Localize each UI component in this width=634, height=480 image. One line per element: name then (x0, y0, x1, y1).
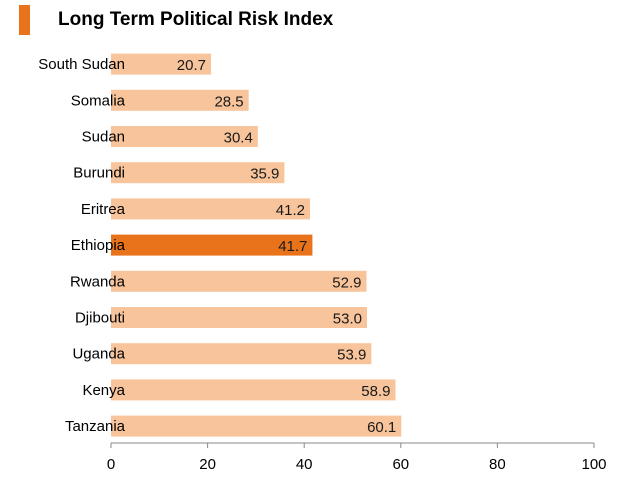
bar-somalia (111, 89, 249, 111)
bar-sudan (111, 126, 258, 147)
x-tick-label: 20 (199, 456, 216, 473)
value-label: 60.1 (367, 419, 396, 436)
value-label: 41.7 (278, 238, 307, 255)
bar-south-sudan (111, 53, 211, 75)
bar-uganda (111, 343, 372, 365)
bar-tanzania (111, 415, 402, 437)
x-tick-label: 60 (392, 456, 409, 473)
category-label: South Sudan (38, 56, 125, 73)
category-label: Kenya (82, 382, 125, 399)
chart-title: Long Term Political Risk Index (58, 9, 334, 30)
x-tick-label: 40 (296, 456, 313, 473)
category-label: Rwanda (70, 273, 126, 290)
category-label: Somalia (71, 92, 126, 109)
value-label: 41.2 (276, 202, 305, 219)
bar-eritrea (111, 198, 310, 220)
bar-rwanda (111, 270, 367, 292)
bar-djibouti (111, 307, 367, 328)
value-label: 30.4 (224, 130, 253, 147)
bar-kenya (111, 379, 396, 401)
category-label: Uganda (72, 346, 125, 363)
category-label: Burundi (73, 165, 125, 182)
category-label: Djibouti (75, 310, 125, 327)
category-label: Eritrea (81, 201, 126, 218)
x-tick-label: 80 (489, 456, 506, 473)
value-label: 52.9 (332, 274, 361, 291)
category-label: Tanzania (65, 418, 126, 435)
category-label: Ethiopia (71, 237, 126, 254)
value-label: 53.9 (337, 347, 366, 364)
value-label: 35.9 (250, 166, 279, 183)
chart-header: Long Term Political Risk Index (0, 0, 634, 40)
value-label: 58.9 (361, 383, 390, 400)
value-label: 20.7 (177, 57, 206, 74)
value-label: 28.5 (214, 93, 243, 110)
category-label: Sudan (82, 129, 125, 146)
x-tick-label: 100 (581, 456, 606, 473)
title-accent-bar (19, 5, 30, 35)
x-tick-label: 0 (107, 456, 115, 473)
bar-ethiopia (111, 234, 313, 256)
value-label: 53.0 (333, 311, 362, 328)
bar-burundi (111, 162, 285, 184)
